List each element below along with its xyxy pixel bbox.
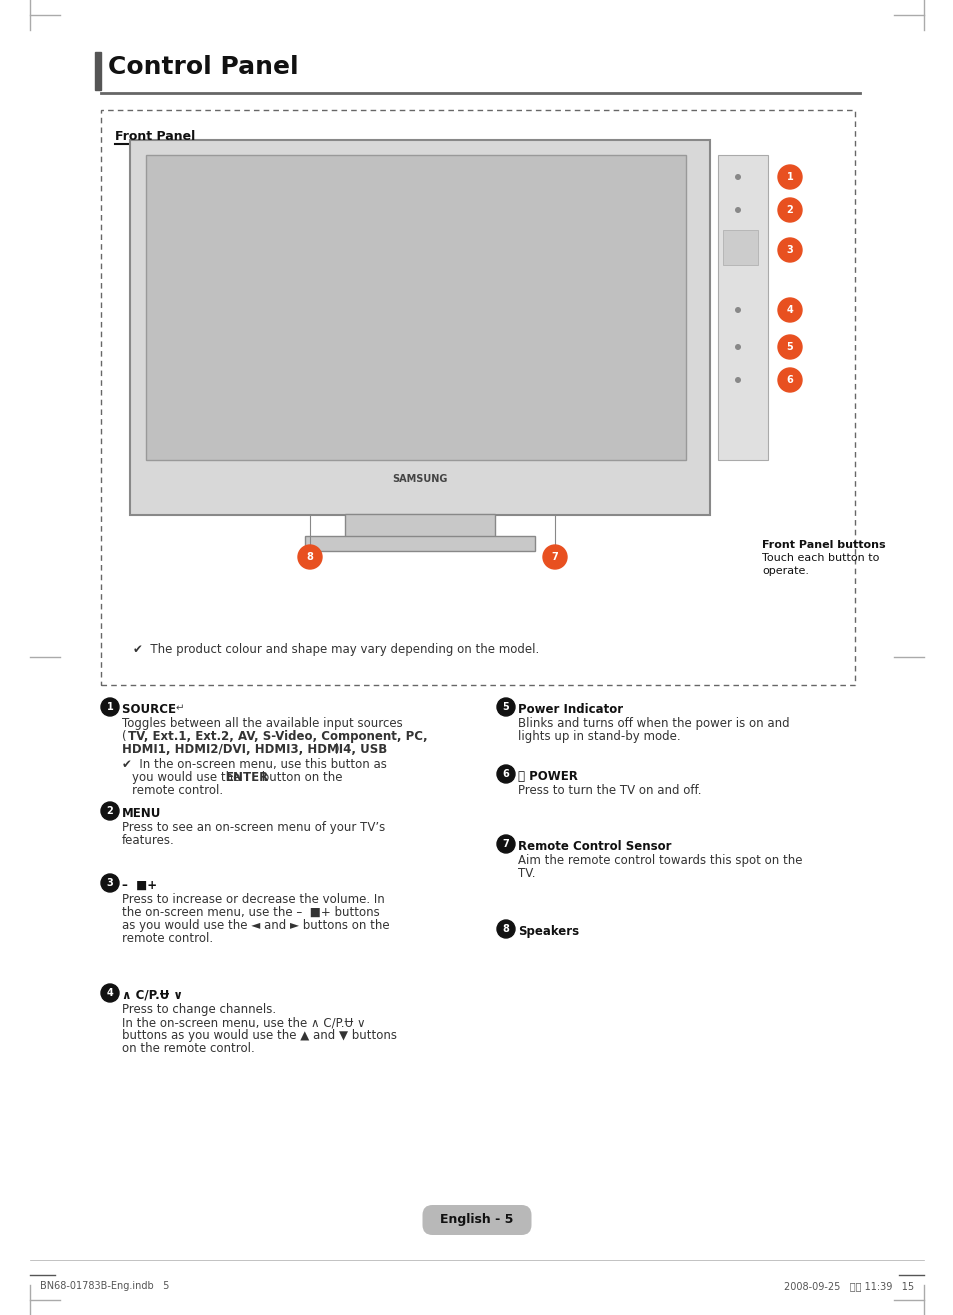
Circle shape bbox=[497, 698, 515, 715]
Text: TV, Ext.1, Ext.2, AV, S-Video, Component, PC,: TV, Ext.1, Ext.2, AV, S-Video, Component… bbox=[128, 730, 427, 743]
Text: HDMI1, HDMI2/DVI, HDMI3, HDMI4, USB: HDMI1, HDMI2/DVI, HDMI3, HDMI4, USB bbox=[122, 743, 387, 756]
Text: Toggles between all the available input sources: Toggles between all the available input … bbox=[122, 717, 402, 730]
Text: operate.: operate. bbox=[761, 565, 808, 576]
Circle shape bbox=[101, 802, 119, 821]
Text: 5: 5 bbox=[786, 342, 793, 352]
Text: on the remote control.: on the remote control. bbox=[122, 1041, 254, 1055]
Text: Remote Control Sensor: Remote Control Sensor bbox=[517, 840, 671, 853]
Text: –  ■+: – ■+ bbox=[122, 878, 157, 892]
Text: you would use the: you would use the bbox=[132, 771, 244, 784]
Text: Press to change channels.: Press to change channels. bbox=[122, 1003, 275, 1016]
Circle shape bbox=[101, 874, 119, 892]
Text: the on-screen menu, use the –  ■+ buttons: the on-screen menu, use the – ■+ buttons bbox=[122, 906, 379, 919]
Text: SOURCE: SOURCE bbox=[122, 704, 180, 715]
Text: ∧ C/P.Ʉ ∨: ∧ C/P.Ʉ ∨ bbox=[122, 989, 183, 1002]
Text: Press to turn the TV on and off.: Press to turn the TV on and off. bbox=[517, 784, 700, 797]
Text: features.: features. bbox=[122, 834, 174, 847]
Text: ✔  The product colour and shape may vary depending on the model.: ✔ The product colour and shape may vary … bbox=[132, 643, 538, 656]
Text: (: ( bbox=[122, 730, 127, 743]
Text: 7: 7 bbox=[551, 552, 558, 562]
Text: 2: 2 bbox=[786, 205, 793, 214]
Text: 1: 1 bbox=[107, 702, 113, 711]
Text: Aim the remote control towards this spot on the: Aim the remote control towards this spot… bbox=[517, 853, 801, 867]
Text: 7: 7 bbox=[502, 839, 509, 849]
Text: 6: 6 bbox=[786, 375, 793, 385]
Text: 5: 5 bbox=[502, 702, 509, 711]
Circle shape bbox=[778, 368, 801, 392]
Circle shape bbox=[297, 544, 322, 569]
Text: ↵: ↵ bbox=[175, 704, 185, 713]
Bar bbox=[718, 155, 767, 460]
Circle shape bbox=[778, 164, 801, 189]
Text: Power Indicator: Power Indicator bbox=[517, 704, 622, 715]
Text: Press to see an on-screen menu of your TV’s: Press to see an on-screen menu of your T… bbox=[122, 821, 385, 834]
Circle shape bbox=[497, 765, 515, 782]
Text: Touch each button to: Touch each button to bbox=[761, 554, 879, 563]
Circle shape bbox=[734, 306, 740, 313]
Text: 2: 2 bbox=[107, 806, 113, 817]
Circle shape bbox=[778, 335, 801, 359]
FancyBboxPatch shape bbox=[422, 1205, 531, 1235]
Text: 2008-09-25   오전 11:39   15: 2008-09-25 오전 11:39 15 bbox=[783, 1281, 913, 1291]
Circle shape bbox=[778, 238, 801, 262]
Circle shape bbox=[734, 174, 740, 180]
Text: 4: 4 bbox=[107, 988, 113, 998]
Bar bbox=[130, 139, 709, 515]
Text: buttons as you would use the ▲ and ▼ buttons: buttons as you would use the ▲ and ▼ but… bbox=[122, 1030, 396, 1041]
Text: MENU: MENU bbox=[122, 807, 161, 821]
Text: In the on-screen menu, use the ∧ C/P.Ʉ ∨: In the on-screen menu, use the ∧ C/P.Ʉ ∨ bbox=[122, 1016, 365, 1030]
Circle shape bbox=[778, 199, 801, 222]
Bar bbox=[305, 537, 535, 551]
Text: SAMSUNG: SAMSUNG bbox=[392, 473, 447, 484]
Text: 4: 4 bbox=[786, 305, 793, 316]
Text: BN68-01783B-Eng.indb   5: BN68-01783B-Eng.indb 5 bbox=[40, 1281, 170, 1291]
Text: TV.: TV. bbox=[517, 867, 535, 880]
Text: ).: ). bbox=[334, 743, 342, 756]
Circle shape bbox=[734, 345, 740, 350]
Text: remote control.: remote control. bbox=[122, 932, 213, 945]
Circle shape bbox=[734, 206, 740, 213]
Circle shape bbox=[542, 544, 566, 569]
Circle shape bbox=[497, 835, 515, 853]
Bar bbox=[722, 230, 758, 266]
Text: Front Panel: Front Panel bbox=[115, 130, 195, 143]
Text: lights up in stand-by mode.: lights up in stand-by mode. bbox=[517, 730, 679, 743]
Text: ⏻ POWER: ⏻ POWER bbox=[517, 771, 578, 782]
Text: Speakers: Speakers bbox=[517, 924, 578, 938]
Circle shape bbox=[497, 920, 515, 938]
Text: Blinks and turns off when the power is on and: Blinks and turns off when the power is o… bbox=[517, 717, 789, 730]
Circle shape bbox=[734, 377, 740, 383]
Circle shape bbox=[778, 299, 801, 322]
Text: button on the: button on the bbox=[257, 771, 342, 784]
Circle shape bbox=[101, 984, 119, 1002]
Circle shape bbox=[734, 247, 740, 252]
Circle shape bbox=[101, 698, 119, 715]
Text: ✔  In the on-screen menu, use this button as: ✔ In the on-screen menu, use this button… bbox=[122, 757, 387, 771]
Bar bbox=[345, 514, 495, 537]
Text: as you would use the ◄ and ► buttons on the: as you would use the ◄ and ► buttons on … bbox=[122, 919, 389, 932]
Bar bbox=[146, 155, 685, 460]
Text: ENTER: ENTER bbox=[226, 771, 269, 784]
Text: 8: 8 bbox=[502, 924, 509, 934]
Text: English - 5: English - 5 bbox=[440, 1214, 513, 1227]
Text: 3: 3 bbox=[786, 245, 793, 255]
Text: Control Panel: Control Panel bbox=[108, 55, 298, 79]
Text: Press to increase or decrease the volume. In: Press to increase or decrease the volume… bbox=[122, 893, 384, 906]
Text: remote control.: remote control. bbox=[132, 784, 223, 797]
Bar bbox=[95, 53, 101, 89]
Text: Front Panel buttons: Front Panel buttons bbox=[761, 540, 884, 550]
Text: 8: 8 bbox=[306, 552, 314, 562]
Text: 3: 3 bbox=[107, 878, 113, 888]
Text: 1: 1 bbox=[786, 172, 793, 181]
Text: 6: 6 bbox=[502, 769, 509, 778]
